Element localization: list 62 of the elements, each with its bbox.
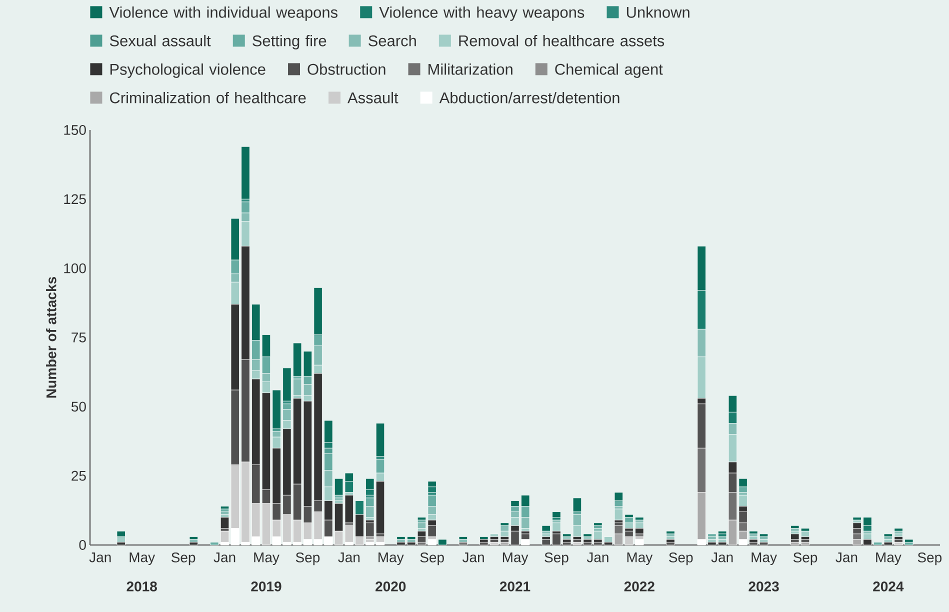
bar [189,542,198,546]
bar [552,512,561,518]
legend-label: Removal of healthcare assets [459,34,664,46]
x-tick-label: Sep [669,552,693,566]
legend-label: Chemical agent [555,63,663,78]
bar [666,539,675,542]
x-tick-label: Sep [296,552,320,566]
x-tick-label: May [876,552,902,566]
y-tick-label: 75 [72,332,86,342]
y-axis-title: Number of attacks [46,277,56,398]
x-tick-label: Jan [586,552,608,562]
legend-label: Militarization [428,63,512,75]
x-tick-label: Jan [462,552,484,562]
x-tick-label: May [254,552,280,566]
bar [666,534,675,537]
text: 2022 [624,582,654,592]
bar [458,539,468,542]
bar [894,528,903,532]
x-tick-label: Sep [544,552,568,566]
legend-label: Unknown [626,6,690,18]
text: 2019 [251,582,282,592]
text: 2021 [500,582,530,592]
x-tick-label: Jan [89,552,111,562]
text: 2024 [873,582,904,592]
x-tick-label: Jan [836,552,858,562]
text: 2020 [376,582,406,592]
legend-label: Abduction/arrest/detention [439,92,620,104]
text: 2023 [748,582,779,592]
x-tick-label: May [627,552,653,566]
bar [376,423,385,457]
x-tick-label: Jan [214,552,236,562]
legend-label: Psychological violence [110,63,266,78]
y-tick-label: 50 [71,402,86,412]
bar [666,542,675,546]
x-tick-label: May [130,552,156,566]
bar [572,498,582,512]
y-tick-label: 100 [64,263,86,274]
bar [189,539,198,542]
legend-label: Criminalization of healthcare [110,92,306,104]
x-tick-label: Sep [420,552,444,566]
x-tick-label: May [752,552,777,566]
bar [594,522,602,526]
legend-label: Violence with individual weapons [109,6,338,21]
y-tick-label: 25 [72,470,86,481]
legend-label: Obstruction [308,63,386,75]
legend-label: Violence with heavy weapons [379,6,584,21]
x-tick-label: May [502,552,528,566]
x-tick-label: Jan [338,552,360,562]
legend-label: Search [368,34,416,46]
x-tick-label: Sep [793,552,818,566]
bar [241,146,250,200]
legend-label: Setting fire [252,34,326,50]
y-tick-label: 0 [79,540,86,550]
legend-label: Assault [348,92,398,104]
x-tick-label: Sep [918,552,942,566]
text: 2018 [126,582,157,592]
x-tick-label: May [378,552,404,566]
x-tick-label: Jan [711,552,733,562]
y-tick-label: 150 [64,125,86,135]
legend-label: Sexual assault [110,34,211,46]
y-tick-label: 125 [64,194,86,204]
x-tick-label: Sep [171,552,196,566]
